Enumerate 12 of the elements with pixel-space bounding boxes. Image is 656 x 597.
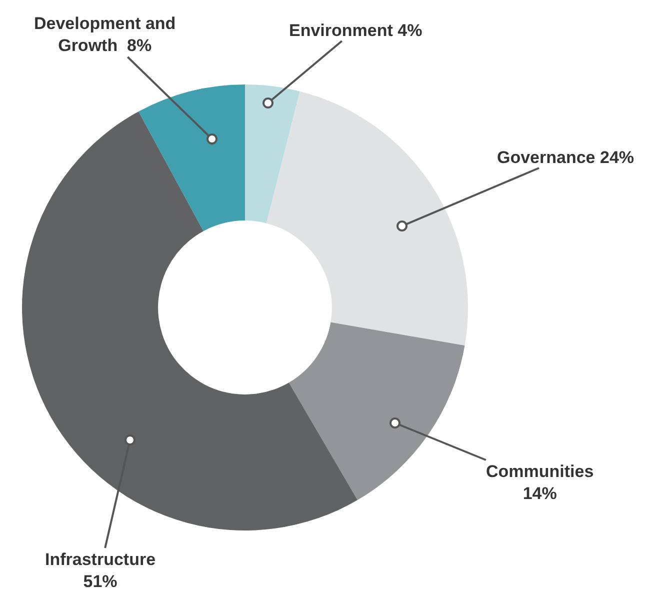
donut-slice (288, 322, 465, 500)
data-label: 51% (83, 572, 118, 592)
donut-slice (245, 84, 300, 224)
slice-label: Environment 4% (289, 21, 422, 40)
donut-slice (22, 112, 358, 530)
slice-label: Governance 24% (497, 148, 634, 167)
data-label: 14% (522, 484, 557, 504)
donut-slice (138, 84, 245, 232)
slice-label: Communities (486, 462, 594, 481)
donut-slice (266, 91, 468, 346)
slice-label: Infrastructure (45, 550, 156, 569)
slice-label: Development and Growth 8% (34, 14, 176, 56)
